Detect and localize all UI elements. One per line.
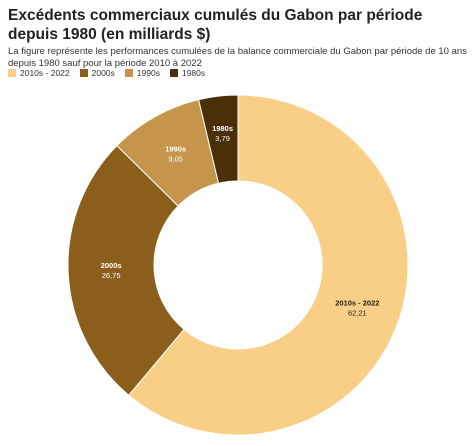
legend-item: 2000s — [79, 68, 115, 78]
legend-item: 2010s - 2022 — [8, 68, 70, 78]
legend-swatch — [124, 69, 133, 77]
slice — [197, 94, 239, 184]
legend-label: 1980s — [181, 68, 206, 78]
slice-value: 3,79 — [215, 134, 230, 143]
legend-swatch — [79, 69, 88, 77]
legend-item: 1990s — [124, 68, 160, 78]
slice — [67, 144, 185, 396]
slice-category: 2000s — [101, 261, 122, 270]
legend-swatch — [8, 69, 16, 77]
slice-value: 9,05 — [168, 154, 183, 163]
chart-subtitle: La figure représente les performances cu… — [8, 46, 467, 69]
slice-value: 26,75 — [102, 271, 121, 280]
slice-category: 2010s - 2022 — [335, 298, 379, 307]
legend-item: 1980s — [169, 68, 206, 78]
slice — [128, 94, 409, 436]
slice-category: 1990s — [165, 144, 186, 153]
legend-label: 1990s — [136, 68, 160, 78]
slice-value: 62,21 — [348, 308, 367, 317]
legend: 2010s - 2022 2000s 1990s 1980s — [8, 68, 205, 78]
chart-title: Excédents commerciaux cumulés du Gabon p… — [8, 7, 423, 43]
legend-label: 2010s - 2022 — [20, 68, 70, 78]
slice-category: 1980s — [212, 124, 233, 133]
legend-label: 2000s — [91, 68, 115, 78]
legend-swatch — [169, 69, 178, 77]
